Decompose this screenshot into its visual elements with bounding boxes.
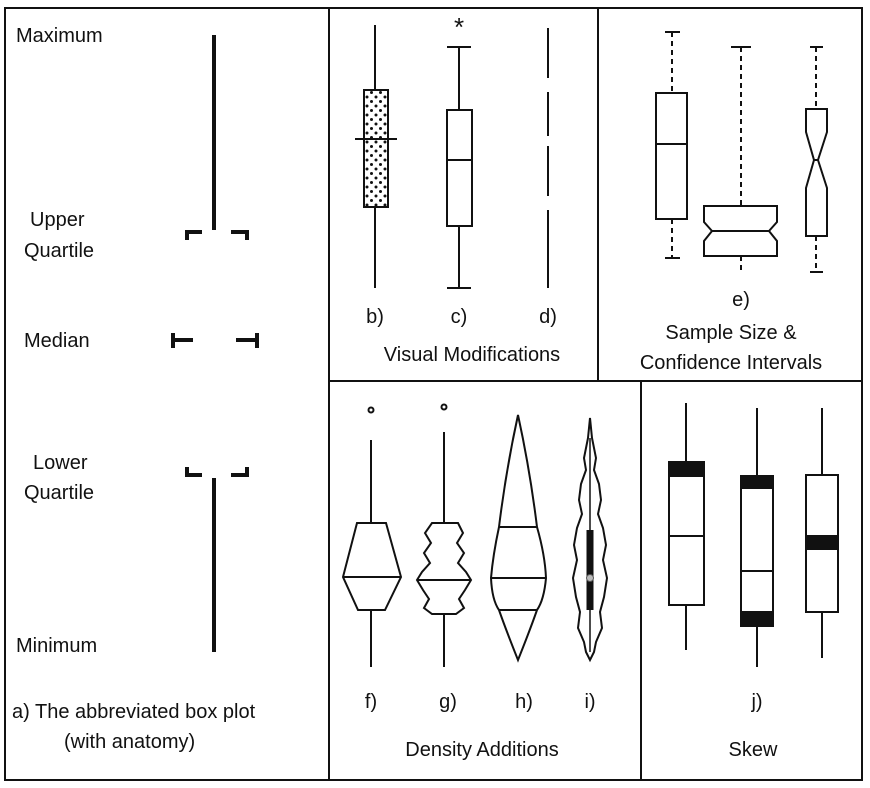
label-e: e) bbox=[732, 289, 750, 311]
upper-quartile-left-corner bbox=[185, 230, 202, 240]
plot-h bbox=[489, 414, 548, 663]
abbreviated-box-plot bbox=[171, 35, 259, 652]
lower-quartile-left-corner bbox=[185, 467, 202, 477]
i-median-dot bbox=[586, 574, 594, 582]
panel-sample-size: e) Sample Size & Confidence Intervals bbox=[640, 31, 828, 374]
box-plot-e1 bbox=[655, 31, 688, 259]
box-plot-b bbox=[355, 25, 397, 288]
label-j: j) bbox=[750, 691, 762, 713]
skew-plot-1 bbox=[668, 403, 705, 650]
label-lower: Lower bbox=[33, 452, 88, 474]
g-outlier bbox=[440, 403, 448, 411]
label-c: c) bbox=[451, 306, 468, 328]
panel-a: Maximum Upper Quartile Median Lower Quar… bbox=[12, 25, 259, 753]
panel-density-additions: f) g) h) i) Density Additions bbox=[341, 403, 609, 761]
box-plot-c: * bbox=[446, 12, 473, 289]
title-sample-size-line1: Sample Size & bbox=[665, 322, 797, 344]
plot-g bbox=[415, 403, 473, 667]
c-outlier-asterisk: * bbox=[454, 12, 464, 42]
label-median: Median bbox=[24, 330, 90, 352]
box-plot-e2 bbox=[703, 46, 778, 272]
label-i: i) bbox=[584, 691, 595, 713]
title-sample-size-line2: Confidence Intervals bbox=[640, 352, 822, 374]
title-skew: Skew bbox=[729, 739, 778, 761]
caption-a-line2: (with anatomy) bbox=[64, 731, 195, 753]
skew-plot-2 bbox=[740, 408, 774, 667]
upper-quartile-right-corner bbox=[231, 230, 249, 240]
label-maximum: Maximum bbox=[16, 25, 103, 47]
skew2-thick-top bbox=[740, 475, 774, 489]
label-upper-quartile: Quartile bbox=[24, 240, 94, 262]
box-plot-e3 bbox=[805, 46, 828, 273]
title-visual-modifications: Visual Modifications bbox=[384, 344, 560, 366]
panel-borders bbox=[4, 7, 863, 781]
skew2-thick-bottom bbox=[740, 611, 774, 627]
f-outlier bbox=[367, 406, 375, 414]
skew3-thick-median bbox=[805, 535, 839, 550]
panel-visual-modifications: * b) c) d) Visual Modifications bbox=[355, 12, 560, 366]
e3-notched-box bbox=[805, 108, 828, 237]
outer-frame bbox=[4, 7, 863, 781]
h-diamond-shape bbox=[489, 414, 548, 663]
label-h: h) bbox=[515, 691, 533, 713]
skew2-box bbox=[740, 475, 774, 627]
label-lower-quartile: Quartile bbox=[24, 482, 94, 504]
skew1-thick-top bbox=[668, 461, 705, 477]
f-hexagon-box bbox=[341, 522, 403, 611]
title-density-additions: Density Additions bbox=[405, 739, 558, 761]
label-b: b) bbox=[366, 306, 384, 328]
label-g: g) bbox=[439, 691, 457, 713]
g-wavy-box bbox=[415, 522, 473, 615]
label-minimum: Minimum bbox=[16, 635, 97, 657]
b-dotted-box bbox=[363, 89, 389, 208]
plot-f bbox=[341, 406, 403, 667]
skew1-box bbox=[668, 461, 705, 606]
e1-wide-box bbox=[655, 92, 688, 220]
skew-plot-3 bbox=[805, 408, 839, 658]
panel-skew: j) Skew bbox=[668, 403, 839, 761]
lower-quartile-right-corner bbox=[231, 467, 249, 477]
label-upper: Upper bbox=[30, 209, 85, 231]
caption-a-line1: a) The abbreviated box plot bbox=[12, 701, 256, 723]
label-f: f) bbox=[365, 691, 377, 713]
c-box bbox=[446, 109, 473, 227]
plot-i bbox=[571, 417, 609, 663]
label-d: d) bbox=[539, 306, 557, 328]
